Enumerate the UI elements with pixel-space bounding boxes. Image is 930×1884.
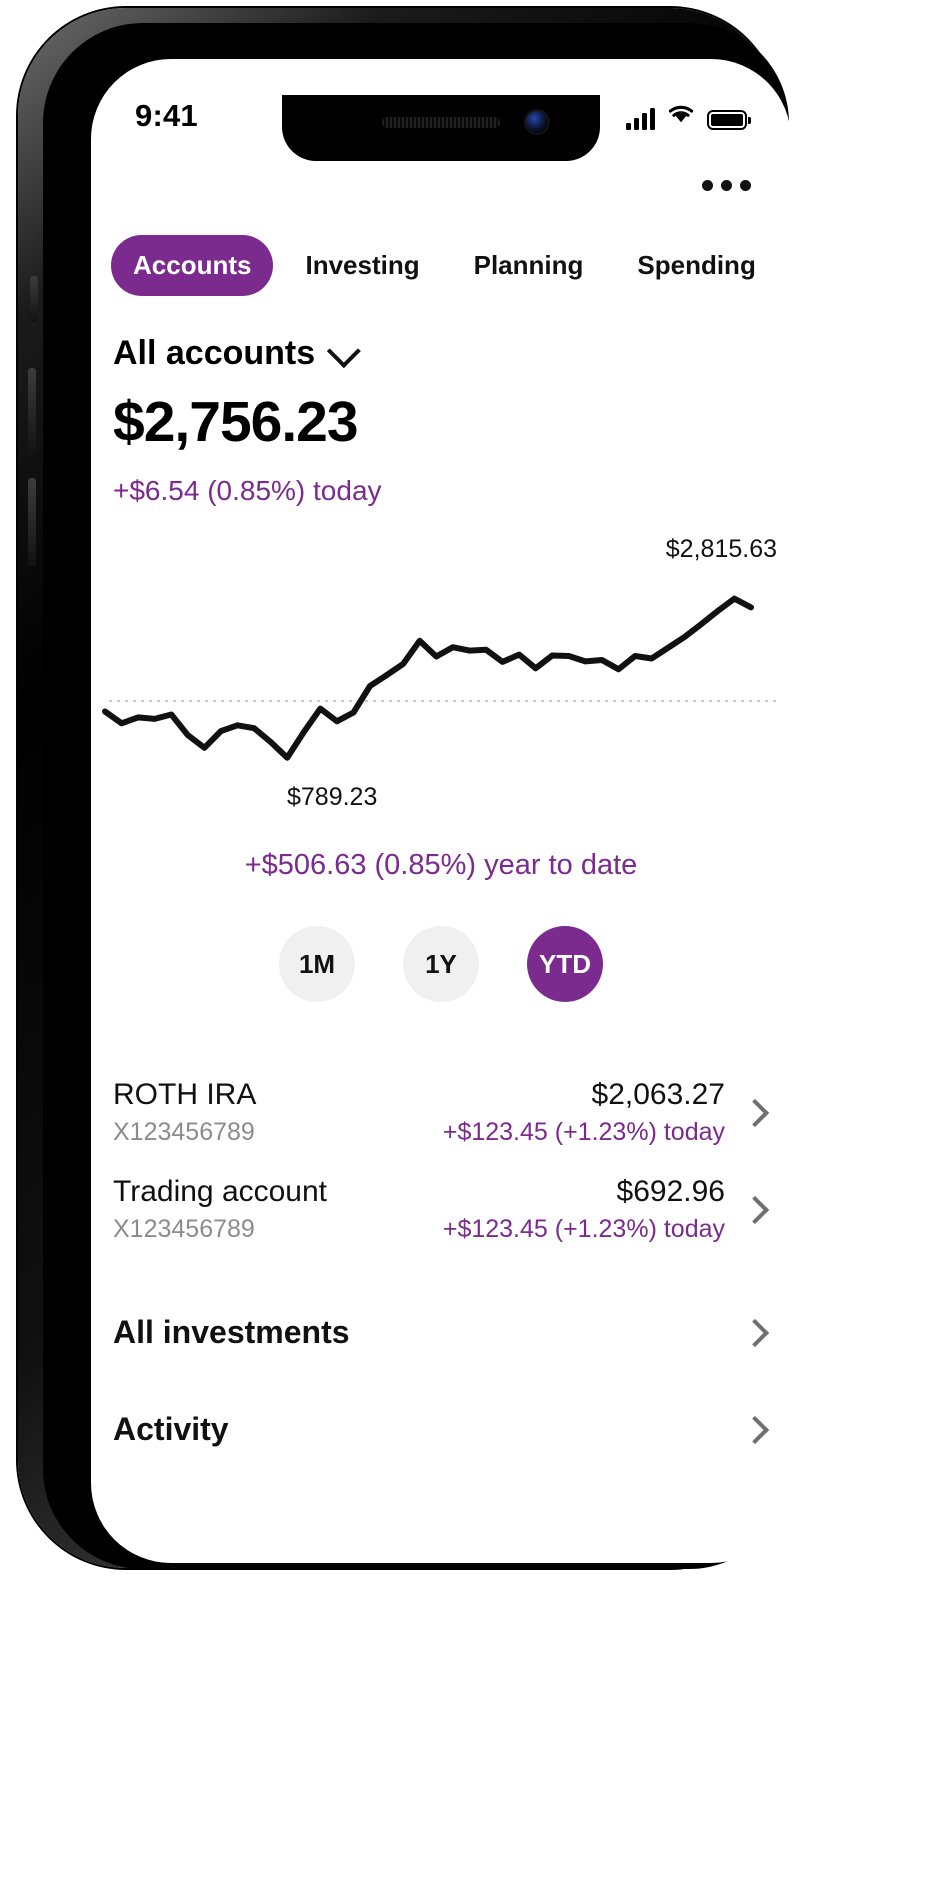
chevron-right-icon — [740, 1318, 770, 1347]
status-icons — [626, 103, 751, 130]
account-selector-label: All accounts — [113, 334, 316, 372]
chevron-right-icon — [740, 1415, 770, 1444]
status-bar: 9:41 — [91, 59, 791, 143]
chart-line — [102, 595, 754, 761]
notch — [282, 95, 600, 161]
performance-chart[interactable]: $2,815.63 $789.23 — [91, 525, 791, 835]
app-content: Accounts Investing Planning Spending All… — [91, 143, 791, 1563]
tab-planning[interactable]: Planning — [473, 250, 584, 280]
account-number: X123456789 — [113, 1118, 255, 1146]
period-1y[interactable]: 1Y — [403, 926, 479, 1002]
account-values: $692.96 +$123.45 (+1.23%) today — [327, 1175, 745, 1244]
account-values: $2,063.27 +$123.45 (+1.23%) today — [256, 1078, 745, 1147]
ytd-change: +$506.63 (0.85%) year to date — [244, 849, 638, 881]
chevron-right-icon — [740, 1195, 770, 1224]
account-name: ROTH IRA — [113, 1078, 257, 1111]
period-selector: 1M 1Y YTD — [91, 926, 791, 1002]
dot — [702, 179, 713, 191]
app-top-bar — [91, 143, 791, 227]
chevron-right-icon — [740, 1098, 770, 1127]
volume-down-button[interactable] — [28, 478, 36, 566]
link-label: Activity — [113, 1411, 229, 1447]
total-balance: $2,756.23 — [113, 390, 359, 454]
tab-bar: Accounts Investing Planning Spending — [91, 235, 791, 296]
account-amount: $2,063.27 — [591, 1078, 725, 1111]
front-camera-icon — [526, 111, 548, 133]
account-amount: $692.96 — [616, 1175, 725, 1208]
account-selector[interactable]: All accounts — [91, 333, 791, 373]
tab-accounts[interactable]: Accounts — [111, 235, 274, 296]
battery-full-icon — [707, 109, 751, 130]
chart-high-label: $2,815.63 — [665, 535, 777, 563]
account-identity: Trading account X123456789 — [113, 1175, 327, 1244]
cellular-signal-icon — [626, 107, 655, 130]
wifi-icon — [666, 103, 696, 130]
volume-up-button[interactable] — [28, 368, 36, 456]
account-delta: +$123.45 (+1.23%) today — [442, 1118, 725, 1146]
status-time: 9:41 — [135, 98, 198, 133]
accounts-list: ROTH IRA X123456789 $2,063.27 +$123.45 (… — [91, 1064, 791, 1478]
chart-low-label: $789.23 — [287, 783, 378, 811]
link-label: All investments — [113, 1314, 350, 1350]
tab-spending[interactable]: Spending — [637, 250, 756, 280]
period-ytd[interactable]: YTD — [527, 926, 603, 1002]
phone-frame: 9:41 — [18, 8, 791, 1569]
link-row-all-investments[interactable]: All investments — [91, 1284, 791, 1381]
phone-bezel: 9:41 — [43, 23, 791, 1569]
overflow-menu-button[interactable] — [702, 179, 751, 191]
period-1m[interactable]: 1M — [279, 926, 355, 1002]
list-spacer — [91, 1258, 791, 1284]
earpiece-speaker — [382, 117, 500, 128]
dot — [721, 179, 732, 191]
dot — [740, 179, 751, 191]
account-name: Trading account — [113, 1175, 328, 1208]
mute-switch[interactable] — [30, 276, 38, 322]
chart-svg — [102, 595, 781, 761]
link-row-activity[interactable]: Activity — [91, 1381, 791, 1478]
account-identity: ROTH IRA X123456789 — [113, 1078, 256, 1147]
today-change: +$6.54 (0.85%) today — [113, 475, 382, 506]
account-delta: +$123.45 (+1.23%) today — [442, 1215, 725, 1243]
account-row-roth-ira[interactable]: ROTH IRA X123456789 $2,063.27 +$123.45 (… — [91, 1064, 791, 1161]
tab-investing[interactable]: Investing — [305, 250, 420, 280]
account-row-trading-account[interactable]: Trading account X123456789 $692.96 +$123… — [91, 1161, 791, 1258]
phone-screen: 9:41 — [91, 59, 791, 1563]
chevron-down-icon — [327, 333, 361, 368]
account-number: X123456789 — [113, 1215, 255, 1243]
